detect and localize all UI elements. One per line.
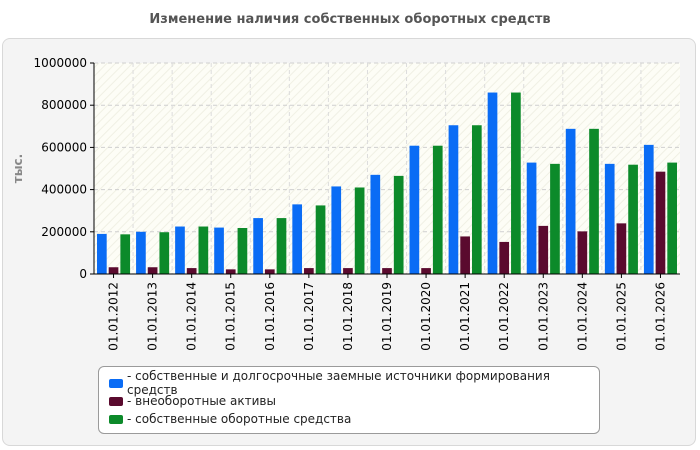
- x-tick-label: 01.01.2012: [107, 282, 121, 351]
- bar: [616, 223, 627, 274]
- chart-title: Изменение наличия собственных оборотных …: [149, 12, 551, 27]
- bar: [253, 218, 263, 274]
- x-tick-label: 01.01.2020: [419, 282, 433, 351]
- bar: [108, 267, 119, 274]
- bar: [511, 92, 521, 274]
- y-tick-label: 0: [79, 267, 87, 281]
- y-tick-label: 800000: [41, 98, 87, 112]
- bar: [370, 174, 381, 274]
- bar: [147, 267, 158, 274]
- legend-swatch: [109, 396, 123, 406]
- bar: [471, 125, 482, 275]
- bar: [628, 164, 638, 274]
- bar: [643, 144, 654, 274]
- x-tick-label: 01.01.2015: [224, 282, 238, 351]
- y-tick-label: 400000: [41, 183, 87, 197]
- bar: [655, 171, 666, 274]
- x-tick-label: 01.01.2018: [341, 282, 355, 351]
- bar: [382, 268, 392, 274]
- bar: [526, 162, 537, 274]
- x-tick-label: 01.01.2017: [302, 282, 316, 351]
- legend-swatch: [109, 378, 123, 388]
- bar: [432, 145, 443, 274]
- bar: [225, 269, 236, 274]
- x-tick-label: 01.01.2025: [614, 282, 628, 351]
- bar: [315, 205, 326, 274]
- y-tick-label: 200000: [41, 225, 87, 239]
- bar: [264, 269, 275, 274]
- bar: [120, 234, 131, 274]
- bar: [538, 225, 549, 274]
- bar: [550, 163, 560, 274]
- legend-item: - внеоборотные активы: [109, 392, 599, 410]
- x-tick-label: 01.01.2023: [536, 282, 550, 351]
- legend-label: - собственные и долгосрочные заемные ист…: [127, 369, 550, 397]
- bar: [487, 92, 498, 274]
- bar: [421, 268, 431, 274]
- bar: [460, 236, 470, 274]
- x-tick-label: 01.01.2021: [458, 282, 472, 351]
- bar: [331, 186, 342, 274]
- x-tick-label: 01.01.2024: [575, 282, 589, 351]
- bar: [589, 128, 599, 274]
- bar: [175, 226, 185, 274]
- y-axis-label: тыс.: [11, 154, 25, 183]
- y-tick-label: 600000: [41, 140, 87, 154]
- legend-item: - собственные и долгосрочные заемные ист…: [109, 369, 599, 397]
- bar: [304, 268, 314, 274]
- x-tick-label: 01.01.2019: [380, 282, 394, 351]
- y-tick-label: 1000000: [34, 56, 87, 70]
- bar: [604, 163, 615, 274]
- bar: [186, 268, 197, 274]
- bar: [354, 187, 365, 274]
- bar: [136, 231, 146, 274]
- bar: [276, 218, 287, 274]
- legend-label: - собственные оборотные средства: [127, 412, 352, 426]
- bar: [214, 227, 224, 274]
- bar: [198, 226, 209, 274]
- bar: [565, 128, 576, 274]
- bar: [343, 268, 353, 274]
- x-tick-label: 01.01.2022: [497, 282, 511, 351]
- x-tick-label: 01.01.2014: [185, 282, 199, 351]
- legend-swatch: [109, 414, 123, 424]
- x-tick-label: 01.01.2016: [263, 282, 277, 351]
- bar: [159, 232, 170, 274]
- x-tick-label: 01.01.2013: [146, 282, 160, 351]
- legend-label: - внеоборотные активы: [127, 394, 276, 408]
- x-tick-label: 01.01.2026: [653, 282, 667, 351]
- bar: [577, 231, 588, 274]
- legend: - собственные и долгосрочные заемные ист…: [98, 366, 600, 434]
- bar: [97, 233, 107, 274]
- legend-item: - собственные оборотные средства: [109, 410, 599, 428]
- bar: [292, 204, 303, 274]
- bar: [499, 241, 510, 274]
- bar: [237, 228, 248, 274]
- bar: [409, 145, 420, 274]
- bar: [448, 125, 459, 275]
- bar: [393, 175, 404, 274]
- bar: [667, 162, 677, 274]
